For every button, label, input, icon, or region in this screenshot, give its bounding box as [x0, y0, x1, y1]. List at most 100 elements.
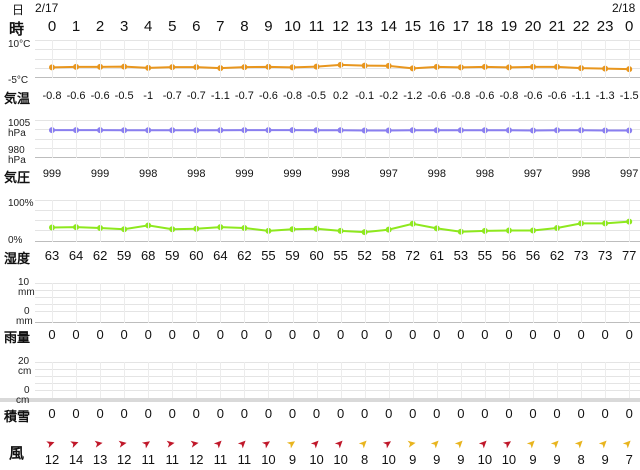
grid-vline	[220, 120, 222, 158]
temperature-axis-bottom: -5°C	[8, 75, 29, 86]
wind-speed: 9	[457, 452, 465, 467]
grid-vline	[629, 283, 631, 323]
grid-vline	[436, 120, 438, 158]
rainfall-value: 0	[625, 327, 633, 342]
wind-speed: 12	[189, 452, 204, 467]
snow-value: 0	[433, 406, 441, 421]
grid-vline	[292, 200, 294, 242]
grid-vline	[244, 200, 246, 242]
time-label: 時	[9, 21, 25, 38]
grid-vline	[76, 40, 78, 78]
temperature-value: -0.6	[523, 90, 543, 102]
grid-vline	[124, 200, 126, 242]
grid-vline	[629, 362, 631, 398]
pressure-value: 999	[42, 168, 62, 180]
snow-value: 0	[385, 406, 393, 421]
grid-vline	[196, 362, 198, 398]
hour-label: 18	[476, 18, 494, 35]
humidity-value: 61	[429, 248, 445, 263]
grid-vline	[364, 40, 366, 78]
snow-value: 0	[168, 406, 176, 421]
grid-vline	[316, 120, 318, 158]
grid-vline	[172, 362, 174, 398]
temperature-value: -0.1	[355, 90, 375, 102]
grid-vline	[100, 283, 102, 323]
snow-grid	[35, 362, 640, 398]
hour-label: 15	[404, 18, 422, 35]
grid-vline	[220, 362, 222, 398]
temperature-value: -0.8	[451, 90, 471, 102]
wind-label: 風	[9, 445, 25, 462]
grid-vline	[148, 283, 150, 323]
pressure-value: 998	[427, 168, 446, 180]
temperature-value: -0.5	[114, 90, 134, 102]
snow-value: 0	[505, 406, 513, 421]
hour-label: 20	[524, 18, 542, 35]
pressure-value: 997	[523, 168, 543, 180]
grid-vline	[316, 200, 318, 242]
grid-vline	[484, 283, 486, 323]
temperature-value: -1.2	[403, 90, 423, 102]
grid-vline	[172, 40, 174, 78]
humidity-value: 59	[285, 248, 300, 263]
grid-vline	[268, 362, 270, 398]
temperature-value: -1.3	[595, 90, 615, 102]
temperature-value: -0.6	[66, 90, 86, 102]
temperature-label: 気温	[4, 91, 31, 106]
wind-speed: 11	[165, 452, 180, 467]
grid-vline	[412, 362, 414, 398]
grid-vline	[605, 40, 607, 78]
temperature-value: -0.6	[90, 90, 110, 102]
grid-vline	[52, 362, 53, 398]
temperature-value: -1.1	[210, 90, 230, 102]
grid-vline	[581, 40, 583, 78]
rainfall-value: 0	[601, 327, 609, 342]
grid-vline	[268, 40, 270, 78]
grid-vline	[460, 362, 462, 398]
hour-label: 23	[596, 18, 614, 35]
grid-vline	[364, 362, 366, 398]
grid-vline	[340, 283, 342, 323]
grid-vline	[292, 120, 294, 158]
grid-vline	[508, 283, 510, 323]
humidity-value: 73	[597, 248, 613, 263]
grid-vline	[148, 40, 150, 78]
wind-speed: 10	[261, 452, 276, 467]
grid-vline	[533, 200, 534, 242]
snow-value: 0	[240, 406, 248, 421]
grid-vline	[364, 200, 366, 242]
snow-value: 0	[336, 406, 345, 421]
grid-vline	[388, 200, 390, 242]
humidity-value: 73	[573, 248, 589, 263]
pressure-value: 999	[283, 168, 302, 180]
snow-value: 0	[529, 406, 537, 421]
grid-vline	[460, 40, 462, 78]
snow-value: 0	[120, 406, 128, 421]
temperature-value: -1.5	[619, 90, 639, 102]
grid-vline	[124, 362, 126, 398]
rainfall-value: 0	[457, 327, 465, 342]
hour-label: 9	[264, 18, 273, 35]
humidity-value: 53	[453, 248, 469, 263]
humidity-value: 63	[44, 248, 60, 263]
grid-vline	[76, 362, 78, 398]
hour-label: 5	[168, 18, 177, 35]
wind-speed: 12	[44, 452, 60, 467]
snow-value: 0	[96, 406, 104, 421]
temperature-value: -1.1	[571, 90, 591, 102]
rainfall-value: 0	[72, 327, 80, 342]
humidity-value: 55	[261, 248, 276, 263]
pressure-axis-top-unit: hPa	[8, 128, 26, 139]
rainfall-value: 0	[385, 327, 393, 342]
snow-value: 0	[144, 406, 152, 421]
grid-vline	[581, 200, 583, 242]
grid-vline	[340, 200, 342, 242]
rainfall-value: 0	[553, 327, 561, 342]
grid-vline	[508, 40, 510, 78]
rainfall-value: 0	[409, 327, 417, 342]
grid-vline	[484, 120, 486, 158]
hour-label: 13	[356, 18, 373, 35]
pressure-label: 気圧	[4, 170, 31, 185]
rainfall-label: 雨量	[4, 330, 31, 345]
wind-speed: 10	[477, 452, 493, 467]
